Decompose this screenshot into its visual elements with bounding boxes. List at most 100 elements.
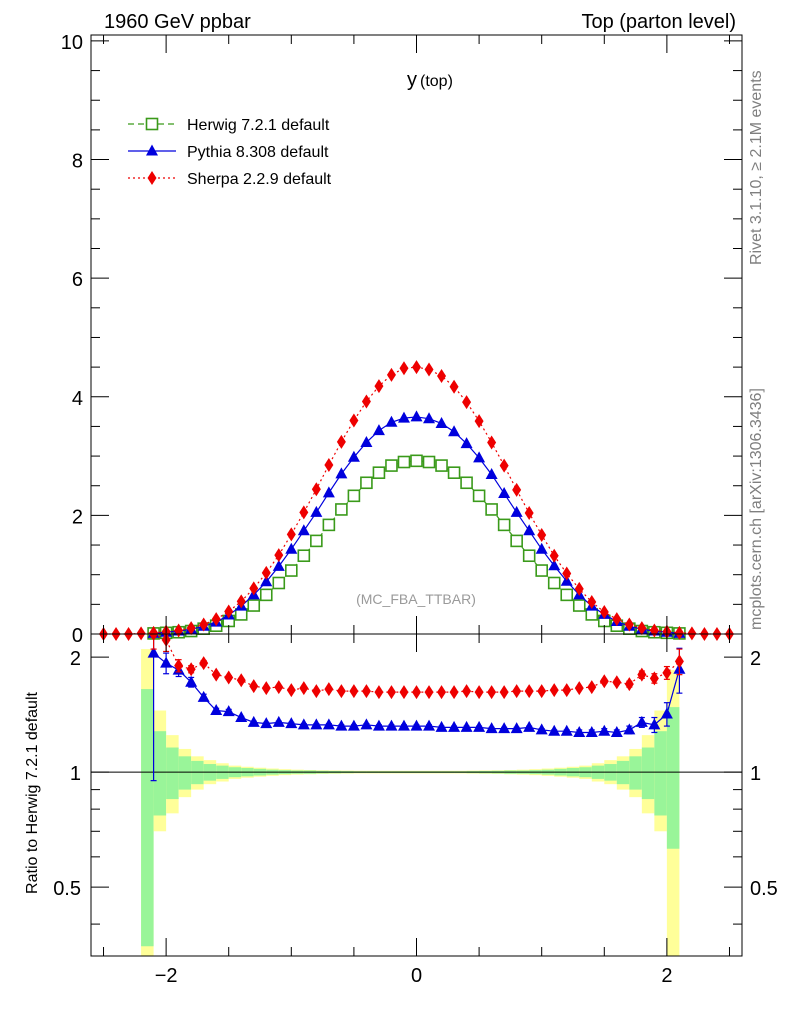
legend-label-0: Herwig 7.2.1 default — [187, 117, 330, 134]
ratio-point-series-1 — [574, 681, 584, 696]
main-point-series-2 — [674, 625, 684, 640]
ratio-point-series-1 — [412, 685, 421, 700]
main-point-series-2 — [349, 413, 359, 428]
main-point-series-1 — [498, 486, 511, 498]
ratio-band-inner — [629, 756, 642, 790]
ratio-point-series-0 — [322, 718, 335, 730]
ratio-point-series-0 — [360, 718, 373, 730]
ratio-point-series-0 — [423, 719, 436, 731]
main-point-series-2 — [562, 566, 572, 581]
main-point-series-0 — [410, 454, 423, 468]
main-point-series-1 — [397, 411, 410, 423]
main-point-series-2 — [186, 621, 196, 636]
ratio-point-series-0 — [185, 675, 198, 687]
ratio-xtick-label: −2 — [155, 965, 178, 987]
main-point-series-2 — [487, 435, 497, 450]
ratio-point-series-1 — [487, 685, 497, 700]
ratio-point-series-1 — [424, 685, 434, 700]
main-point-series-1 — [523, 524, 536, 536]
ratio-uncertainty-bands — [91, 649, 742, 956]
ratio-band-inner — [666, 707, 680, 849]
main-point-series-0 — [397, 455, 411, 469]
main-point-series-2 — [299, 505, 309, 520]
ratio-point-series-1 — [361, 684, 371, 699]
ratio-point-series-1 — [224, 670, 234, 685]
ratio-point-series-1 — [249, 679, 259, 694]
main-point-series-1 — [335, 467, 348, 479]
ratio-point-series-1 — [311, 684, 321, 699]
main-point-series-2 — [637, 621, 647, 636]
main-point-series-2 — [524, 506, 534, 521]
main-point-series-2 — [449, 379, 459, 394]
ratio-band-inner — [641, 747, 655, 800]
ratio-point-series-0 — [460, 720, 473, 732]
main-point-series-2 — [211, 612, 221, 627]
main-point-series-2 — [587, 594, 597, 609]
main-point-series-2 — [537, 527, 547, 542]
ratio-point-series-0 — [210, 704, 223, 716]
main-point-series-0 — [247, 599, 261, 612]
main-title: y — [407, 69, 417, 91]
main-point-series-2 — [224, 604, 234, 619]
ratio-point-series-0 — [410, 719, 423, 731]
main-point-series-0 — [285, 564, 298, 577]
main-point-series-1 — [297, 524, 310, 536]
ratio-point-series-1 — [324, 682, 334, 697]
ratio-point-series-1 — [399, 685, 409, 700]
main-point-series-0 — [472, 489, 486, 503]
ratio-point-series-1 — [286, 683, 296, 698]
main-point-series-2 — [687, 626, 697, 641]
main-point-series-0 — [497, 518, 511, 532]
ratio-point-series-1 — [524, 684, 534, 699]
ratio-point-series-0 — [372, 719, 385, 731]
main-point-series-0 — [360, 476, 373, 490]
main-point-series-0 — [460, 476, 473, 490]
ratio-xtick-label: 2 — [661, 965, 672, 987]
ratio-point-series-0 — [648, 718, 661, 730]
main-point-series-2 — [424, 362, 434, 377]
main-point-series-0 — [447, 466, 461, 479]
main-point-series-1 — [385, 415, 398, 427]
main-point-series-2 — [199, 617, 209, 632]
ratio-point-series-1 — [236, 673, 246, 688]
main-point-series-0 — [322, 518, 336, 532]
main-point-series-2 — [286, 527, 296, 542]
ratio-band-inner — [153, 731, 167, 816]
legend-marker-1 — [146, 144, 158, 156]
main-point-series-2 — [499, 458, 509, 473]
main-point-series-0 — [435, 459, 448, 472]
ratio-ytick-label-right: 2 — [750, 648, 761, 670]
ratio-point-series-1 — [274, 680, 284, 695]
ratio-frame — [90, 633, 743, 957]
ratio-point-series-1 — [336, 684, 346, 699]
main-point-series-2 — [374, 379, 384, 394]
ratio-band-inner — [166, 747, 179, 800]
ratio-ylabel: Ratio to Herwig 7.2.1 default — [24, 692, 41, 894]
main-panel: 0 2 4 6 8 10 y (top) (MC_FBA_TTBAR) Herwig 7.… — [61, 32, 743, 647]
ratio-point-series-0 — [585, 725, 598, 737]
ratio-point-series-0 — [498, 722, 511, 734]
main-point-series-1 — [285, 542, 298, 554]
ratio-point-series-1 — [474, 685, 484, 700]
ratio-point-series-0 — [473, 720, 486, 732]
main-axes: 0 2 4 6 8 10 — [61, 32, 742, 647]
ratio-point-series-0 — [310, 718, 323, 730]
ratio-point-series-1 — [674, 654, 684, 669]
ratio-band-inner — [654, 731, 667, 816]
ratio-point-series-0 — [272, 715, 285, 727]
main-ytick-label: 0 — [72, 625, 83, 647]
main-point-series-2 — [399, 361, 409, 376]
ratio-point-series-1 — [349, 684, 359, 699]
ratio-point-series-1 — [261, 681, 271, 696]
main-point-series-2 — [462, 395, 472, 410]
main-point-series-0 — [510, 534, 523, 548]
ratio-ytick-label: 1 — [70, 763, 81, 785]
ratio-point-series-1 — [537, 684, 547, 699]
ratio-point-series-1 — [587, 680, 597, 695]
ratio-point-series-1 — [562, 683, 572, 698]
main-point-series-0 — [347, 489, 361, 503]
legend-marker-0 — [145, 117, 159, 131]
main-point-series-2 — [624, 617, 634, 632]
main-title-sub: (top) — [420, 73, 453, 90]
